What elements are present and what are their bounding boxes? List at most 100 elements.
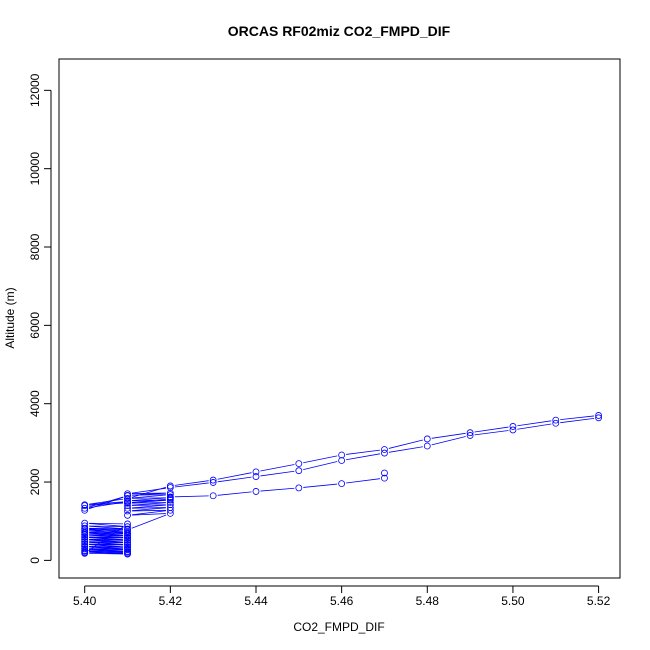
data-point <box>166 495 174 503</box>
series-segment <box>89 548 124 551</box>
data-point <box>124 526 131 534</box>
data-point <box>81 504 89 512</box>
data-point <box>209 476 217 484</box>
series-segment <box>89 539 124 543</box>
series-segment <box>260 464 295 472</box>
x-tick-label: 5.46 <box>330 594 354 608</box>
data-point <box>295 460 303 468</box>
plot-frame <box>58 58 621 579</box>
series-segment <box>388 439 424 449</box>
series-segment <box>303 455 338 464</box>
x-tick-label: 5.50 <box>501 594 525 608</box>
data-point <box>124 504 131 512</box>
series-points <box>81 412 602 558</box>
data-point <box>209 479 217 486</box>
series-segment <box>89 525 124 528</box>
y-tick-label: 10000 <box>28 152 42 186</box>
series-segment <box>388 446 423 453</box>
series-segment <box>131 510 166 516</box>
data-point <box>466 429 474 437</box>
data-point <box>81 538 89 546</box>
data-point <box>252 488 260 495</box>
series-segment <box>303 461 338 471</box>
data-point <box>124 534 131 542</box>
series-segment <box>89 532 124 536</box>
series-segment <box>217 472 252 480</box>
series-segment <box>517 420 552 427</box>
data-point <box>81 528 89 536</box>
data-point <box>338 451 346 459</box>
data-point <box>252 473 260 480</box>
series-segment <box>560 417 595 424</box>
x-tick-label: 5.52 <box>587 594 611 608</box>
data-point <box>124 507 131 515</box>
series-segment <box>260 470 295 477</box>
x-tick-label: 5.44 <box>244 594 268 608</box>
y-tick-label: 8000 <box>28 233 42 260</box>
series-segment <box>474 426 509 433</box>
y-axis-label: Altitude (m) <box>3 287 17 348</box>
data-point <box>124 531 131 539</box>
data-point <box>81 547 89 555</box>
data-point <box>381 449 388 457</box>
series-segment <box>303 483 338 488</box>
series-segment <box>89 523 124 527</box>
y-tick-label: 0 <box>28 557 42 564</box>
data-point <box>381 446 388 453</box>
data-point <box>124 536 131 544</box>
series-segment <box>131 504 166 509</box>
data-point <box>81 533 89 541</box>
series-segment <box>89 525 124 530</box>
data-point <box>81 536 89 544</box>
data-point <box>81 531 89 538</box>
series-segment <box>89 534 124 536</box>
series-segment <box>431 436 466 446</box>
series-segment <box>89 536 124 539</box>
series-segment <box>89 541 124 544</box>
series-segment <box>89 539 124 541</box>
series-segment <box>89 527 124 530</box>
series-segment <box>132 502 166 504</box>
series-segment <box>132 509 166 512</box>
series-segment <box>89 537 124 541</box>
series-segment <box>132 497 166 499</box>
data-point <box>166 504 174 511</box>
data-point <box>124 550 131 558</box>
data-point <box>338 457 346 464</box>
data-point <box>338 480 346 488</box>
series-segment <box>346 453 381 461</box>
x-tick-label: 5.48 <box>416 594 440 608</box>
data-point <box>81 545 89 553</box>
data-point <box>295 467 303 475</box>
series-segment <box>174 482 209 488</box>
data-point <box>124 502 131 509</box>
data-point <box>124 544 131 551</box>
series-segment <box>217 476 252 483</box>
series-segment <box>174 495 209 498</box>
series-segment <box>89 546 124 550</box>
data-point <box>466 432 474 439</box>
data-point <box>552 419 560 427</box>
data-point <box>81 502 89 509</box>
data-point <box>295 484 303 492</box>
series-segment <box>132 492 166 495</box>
series-segment <box>217 491 252 496</box>
series-segment <box>131 494 166 499</box>
data-point <box>124 529 131 537</box>
x-axis: 5.40 5.42 5.44 5.46 5.48 5.50 5.52 <box>73 585 611 608</box>
series-segment <box>131 513 166 516</box>
data-point <box>166 499 174 506</box>
series-segment <box>89 548 124 553</box>
series-segment <box>89 541 124 546</box>
data-point <box>124 495 131 502</box>
data-point <box>423 442 431 450</box>
data-point <box>595 412 602 419</box>
series-segment <box>89 551 124 555</box>
series-segment <box>132 504 166 506</box>
series-segment <box>131 514 167 529</box>
data-point <box>552 416 560 424</box>
data-point <box>166 493 174 501</box>
series-segment <box>346 449 381 455</box>
series-segment <box>89 546 124 548</box>
